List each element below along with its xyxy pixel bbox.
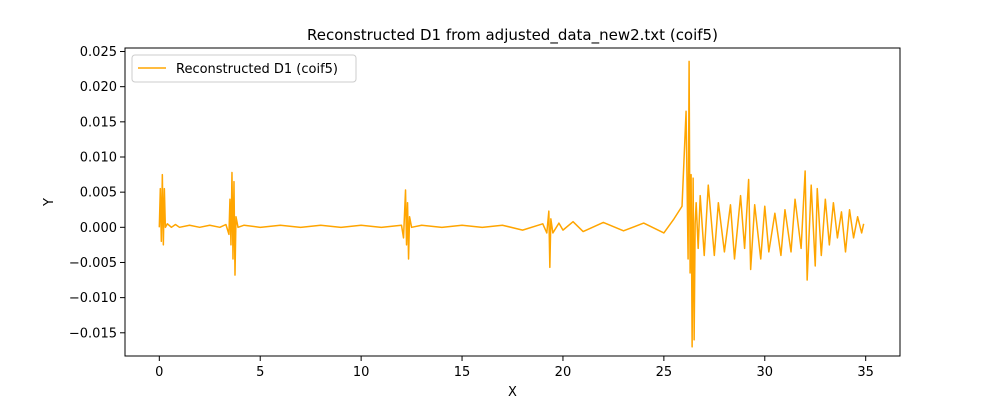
y-tick-label: 0.025 [80,45,117,60]
y-tick-label: 0.015 [80,115,117,130]
plot-frame [124,47,901,357]
y-tick-label: 0.010 [80,150,117,165]
x-axis: 0 5 10 15 20 25 30 35 [155,356,874,380]
plot-area [124,47,901,357]
legend: Reconstructed D1 (coif5) [131,54,357,83]
x-tick-label: 30 [757,365,774,380]
x-tick-label: 20 [555,365,572,380]
y-tick-label: −0.015 [69,326,117,341]
legend-box [131,54,357,83]
x-axis-label: X [508,385,517,400]
y-tick-label: 0.020 [80,80,117,95]
y-axis-label: Y [42,198,57,207]
y-tick-label: 0.005 [80,186,117,201]
x-tick-label: 10 [353,365,370,380]
y-tick-label: −0.005 [69,256,117,271]
x-tick-label: 25 [656,365,673,380]
chart-title: Reconstructed D1 from adjusted_data_new2… [307,26,718,45]
plot-background [125,48,900,356]
y-tick-label: −0.010 [69,291,117,306]
series-line-reconstructed-d1 [158,60,865,348]
x-tick-label: 0 [155,365,163,380]
y-tick-label: 0.000 [80,221,117,236]
y-axis: −0.015 −0.010 −0.005 0.000 0.005 0.010 0.015 0.… [69,45,125,341]
x-tick-label: 15 [454,365,471,380]
x-tick-label: 5 [256,365,264,380]
x-tick-label: 35 [857,365,874,380]
legend-label: Reconstructed D1 (coif5) [176,62,338,77]
